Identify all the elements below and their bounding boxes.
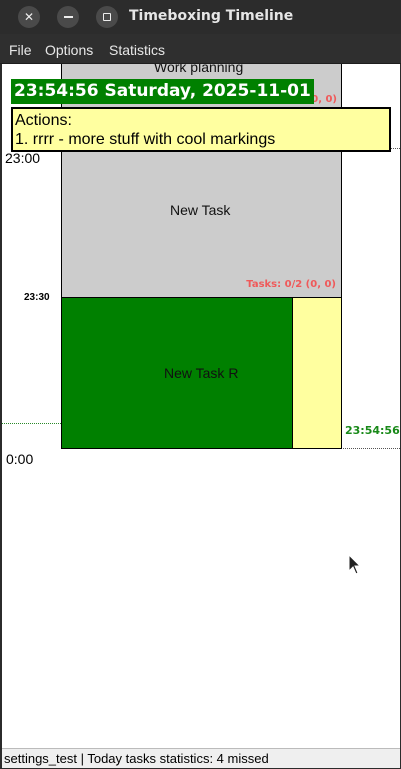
task-block-new-task[interactable]: New Task Tasks: 0/2 (0, 0) [61, 146, 342, 298]
maximize-button[interactable] [96, 6, 118, 28]
action-item: 1. rrrr - more stuff with cool markings [15, 130, 387, 149]
menu-file[interactable]: File [9, 42, 32, 58]
time-label-2330: 23:30 [24, 292, 50, 303]
task-block-new-task-r[interactable]: New Task R [61, 297, 293, 449]
status-bar: settings_test | Today tasks statistics: … [2, 748, 400, 768]
hour-line-0000 [343, 448, 400, 449]
side-block[interactable] [292, 297, 342, 449]
window-title: Timeboxing Timeline [129, 8, 293, 24]
timeline-canvas[interactable]: Work planning Tasks: 0/1 (0, 0) New Task… [2, 64, 400, 748]
time-label-2300: 23:00 [5, 150, 40, 166]
minimize-icon [64, 16, 73, 18]
menu-statistics[interactable]: Statistics [109, 42, 165, 58]
task-title: New Task [170, 202, 230, 218]
task-title: Work planning [154, 64, 243, 75]
now-line-left [2, 423, 61, 424]
actions-panel: Actions: 1. rrrr - more stuff with cool … [11, 107, 391, 152]
minimize-button[interactable] [57, 6, 79, 28]
close-button[interactable]: ✕ [18, 6, 40, 28]
actions-header: Actions: [15, 111, 387, 130]
mouse-cursor-icon [348, 554, 362, 576]
task-title: New Task R [164, 365, 238, 381]
window-titlebar: ✕ Timeboxing Timeline [0, 0, 401, 34]
maximize-icon [103, 13, 111, 21]
close-icon: ✕ [24, 11, 34, 23]
task-stats: Tasks: 0/2 (0, 0) [246, 279, 336, 290]
time-label-0000: 0:00 [6, 451, 33, 467]
current-time-label: 23:54:56 [345, 424, 400, 437]
clock-banner: 23:54:56 Saturday, 2025-11-01 [11, 79, 314, 104]
menu-options[interactable]: Options [45, 42, 93, 58]
menu-bar: File Options Statistics [0, 34, 401, 64]
